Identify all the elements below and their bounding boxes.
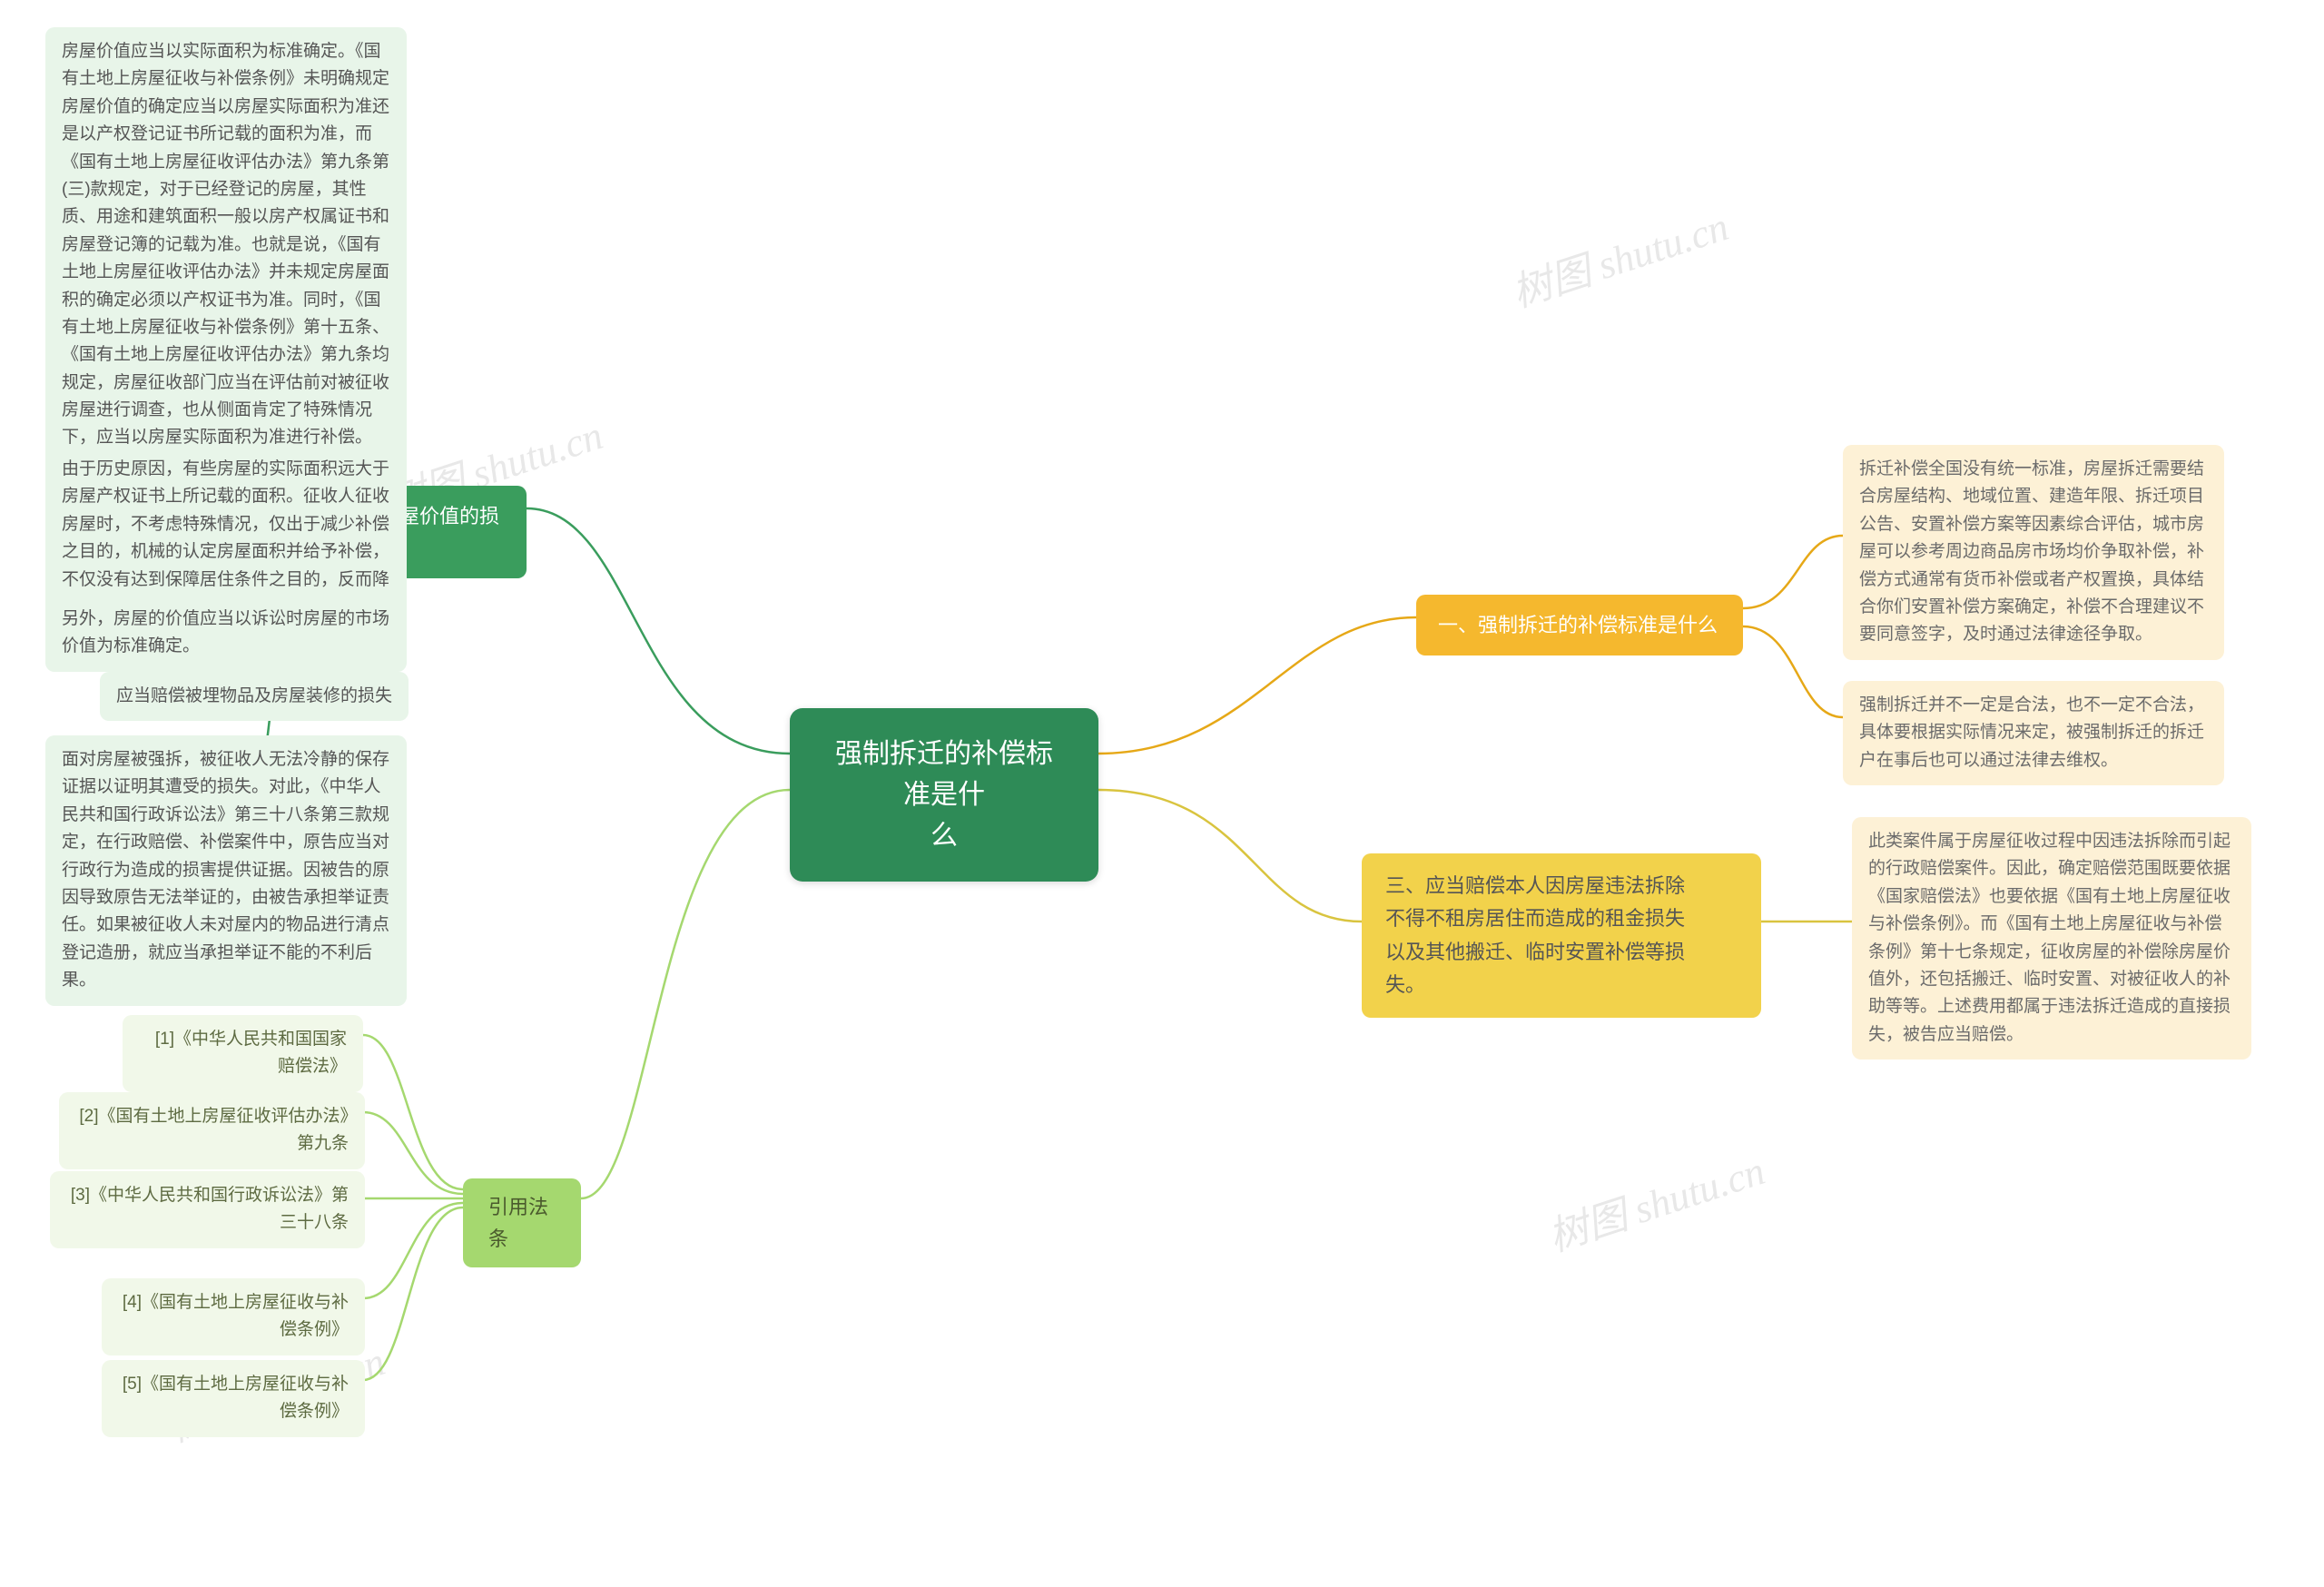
branch-three-leaf-a: 此类案件属于房屋征收过程中因违法拆除而引起的行政赔偿案件。因此，确定赔偿范围既要… (1852, 817, 2251, 1060)
center-node[interactable]: 强制拆迁的补偿标准是什么 (790, 708, 1098, 882)
branch-two-leaf-d: 应当赔偿被埋物品及房屋装修的损失 (100, 672, 409, 721)
ref-item-4: [4]《国有土地上房屋征收与补偿条例》 (102, 1278, 365, 1355)
branch-one-leaf-b: 强制拆迁并不一定是合法，也不一定不合法，具体要根据实际情况来定，被强制拆迁的拆迁… (1843, 681, 2224, 785)
branch-one-leaf-a: 拆迁补偿全国没有统一标准，房屋拆迁需要结合房屋结构、地域位置、建造年限、拆迁项目… (1843, 445, 2224, 660)
watermark: 树图 shutu.cn (1540, 1138, 1771, 1262)
ref-item-1: [1]《中华人民共和国国家赔偿法》 (123, 1015, 363, 1092)
branch-two-leaf-c: 另外，房屋的价值应当以诉讼时房屋的市场价值为标准确定。 (45, 595, 407, 672)
ref-item-2: [2]《国有土地上房屋征收评估办法》第九条 (59, 1092, 365, 1169)
ref-item-5: [5]《国有土地上房屋征收与补偿条例》 (102, 1360, 365, 1437)
watermark: 树图 shutu.cn (1503, 193, 1735, 318)
branch-two-leaf-a: 房屋价值应当以实际面积为标准确定。《国有土地上房屋征收与补偿条例》未明确规定房屋… (45, 27, 407, 463)
branch-three[interactable]: 三、应当赔偿本人因房屋违法拆除不得不租房居住而造成的租金损失以及其他搬迁、临时安… (1362, 853, 1761, 1018)
branch-one[interactable]: 一、强制拆迁的补偿标准是什么 (1416, 595, 1743, 656)
branch-two-leaf-e: 面对房屋被强拆，被征收人无法冷静的保存证据以证明其遭受的损失。对此，《中华人民共… (45, 735, 407, 1006)
ref-item-3: [3]《中华人民共和国行政诉讼法》第三十八条 (50, 1171, 365, 1248)
branch-references[interactable]: 引用法条 (463, 1178, 581, 1267)
